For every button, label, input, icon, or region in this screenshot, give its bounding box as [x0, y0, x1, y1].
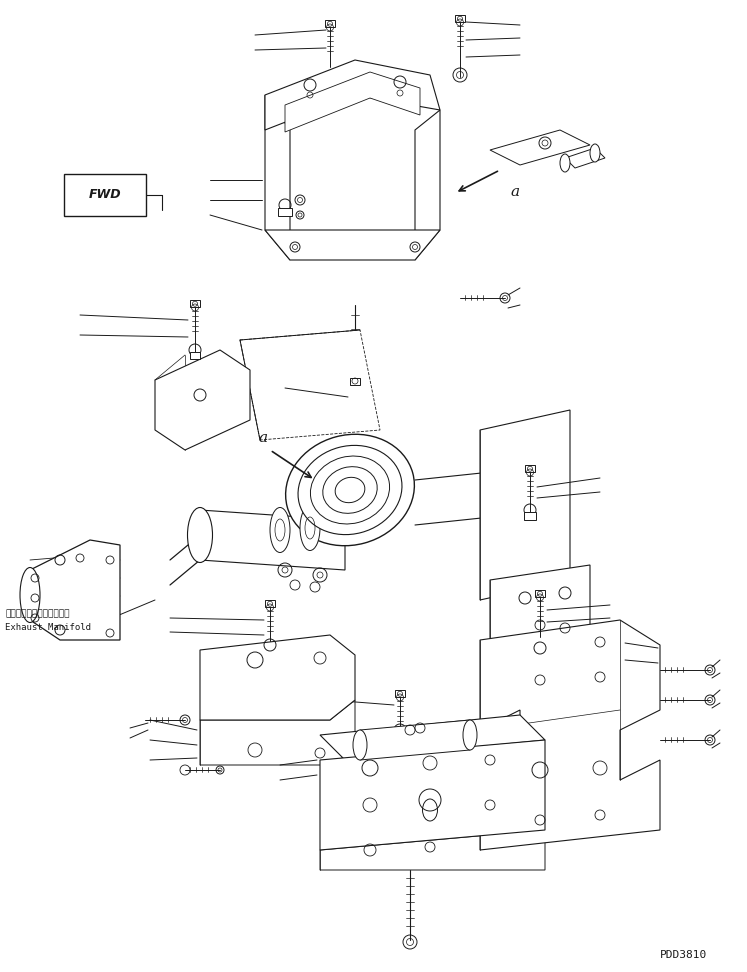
Ellipse shape [20, 568, 40, 622]
Polygon shape [360, 720, 470, 760]
Polygon shape [240, 330, 380, 440]
Bar [524, 512, 536, 520]
Polygon shape [490, 130, 590, 165]
Bar [278, 208, 292, 216]
Ellipse shape [353, 730, 367, 760]
Polygon shape [480, 620, 660, 850]
Polygon shape [265, 60, 440, 130]
Ellipse shape [335, 477, 365, 503]
Polygon shape [200, 635, 355, 720]
Ellipse shape [187, 507, 212, 563]
Text: PDD3810: PDD3810 [660, 950, 707, 960]
Ellipse shape [560, 154, 570, 172]
Polygon shape [320, 740, 545, 850]
Polygon shape [490, 565, 590, 655]
Ellipse shape [590, 144, 600, 162]
Ellipse shape [463, 720, 477, 750]
Bar [525, 465, 535, 472]
Polygon shape [320, 715, 545, 760]
Ellipse shape [298, 445, 402, 535]
Bar [535, 590, 545, 598]
Bar [325, 20, 335, 27]
Bar [265, 600, 275, 608]
Bar [350, 378, 360, 385]
Polygon shape [565, 148, 605, 168]
FancyBboxPatch shape [64, 174, 146, 216]
Bar [190, 352, 200, 359]
Polygon shape [30, 540, 120, 640]
Polygon shape [320, 830, 545, 870]
Text: エキゾーストマニホールド: エキゾーストマニホールド [5, 609, 69, 618]
Polygon shape [265, 95, 290, 260]
Text: FWD: FWD [89, 189, 121, 201]
Polygon shape [285, 72, 420, 132]
Ellipse shape [270, 507, 290, 552]
Polygon shape [155, 350, 250, 450]
Bar [190, 300, 200, 307]
Ellipse shape [285, 434, 415, 545]
Bar [455, 15, 465, 22]
Polygon shape [415, 110, 440, 260]
Polygon shape [200, 510, 345, 570]
Polygon shape [265, 230, 440, 260]
Text: a: a [258, 431, 267, 445]
Polygon shape [480, 410, 570, 600]
Polygon shape [200, 700, 355, 765]
Bar [395, 690, 405, 698]
Text: Exhaust Manifold: Exhaust Manifold [5, 623, 91, 633]
Text: a: a [510, 185, 519, 199]
Ellipse shape [300, 505, 320, 550]
